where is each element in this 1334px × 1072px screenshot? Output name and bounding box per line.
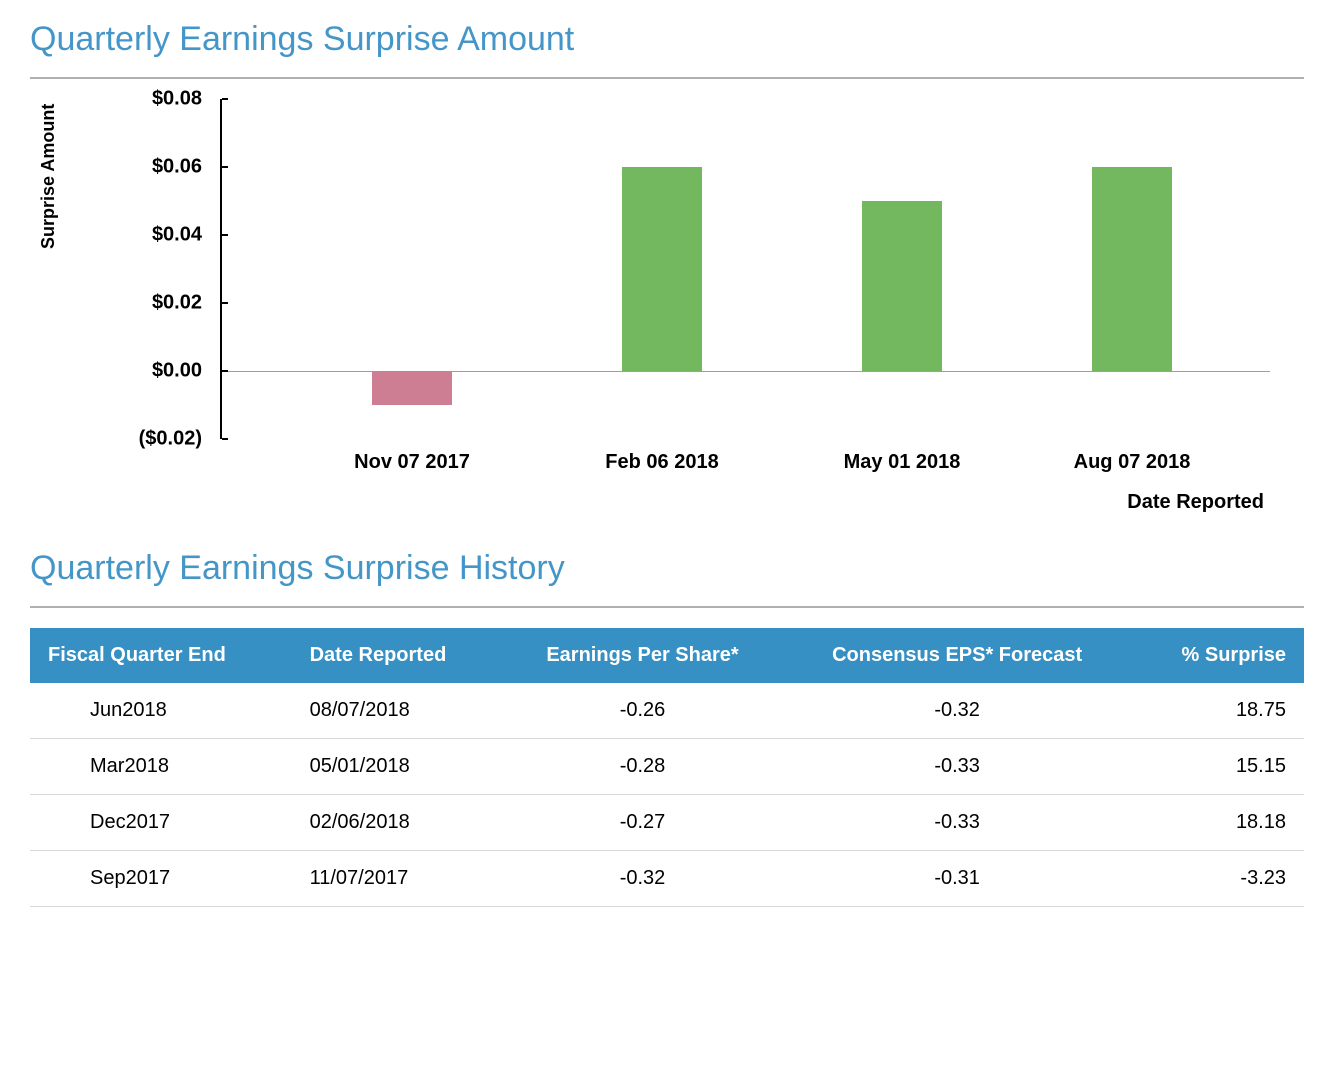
table-cell: 08/07/2018 bbox=[292, 683, 503, 739]
y-tick-label: $0.04 bbox=[112, 224, 202, 247]
table-cell: 18.18 bbox=[1132, 795, 1304, 851]
y-tick-label: $0.08 bbox=[112, 88, 202, 111]
table-header-cell: Earnings Per Share* bbox=[503, 628, 782, 683]
x-tick-label: Nov 07 2017 bbox=[354, 451, 470, 474]
table-cell: -0.32 bbox=[503, 851, 782, 907]
divider bbox=[30, 606, 1304, 608]
table-header-cell: % Surprise bbox=[1132, 628, 1304, 683]
surprise-history-table: Fiscal Quarter EndDate ReportedEarnings … bbox=[30, 628, 1304, 907]
table-cell: -0.27 bbox=[503, 795, 782, 851]
table-cell: -0.33 bbox=[782, 739, 1132, 795]
divider bbox=[30, 77, 1304, 79]
y-tick-label: $0.06 bbox=[112, 156, 202, 179]
table-header-cell: Consensus EPS* Forecast bbox=[782, 628, 1132, 683]
chart-plot-area: $0.08$0.06$0.04$0.02$0.00($0.02)Nov 07 2… bbox=[220, 99, 1270, 439]
table-row: Sep201711/07/2017-0.32-0.31-3.23 bbox=[30, 851, 1304, 907]
table-body: Jun201808/07/2018-0.26-0.3218.75Mar20180… bbox=[30, 683, 1304, 907]
table-row: Jun201808/07/2018-0.26-0.3218.75 bbox=[30, 683, 1304, 739]
bar bbox=[862, 201, 942, 371]
y-tick-mark bbox=[222, 98, 228, 100]
y-axis-title: Surprise Amount bbox=[38, 104, 59, 249]
table-row: Dec201702/06/2018-0.27-0.3318.18 bbox=[30, 795, 1304, 851]
table-cell: Dec2017 bbox=[30, 795, 292, 851]
y-tick-mark bbox=[222, 302, 228, 304]
y-tick-mark bbox=[222, 438, 228, 440]
table-row: Mar201805/01/2018-0.28-0.3315.15 bbox=[30, 739, 1304, 795]
table-cell: -0.31 bbox=[782, 851, 1132, 907]
table-cell: Sep2017 bbox=[30, 851, 292, 907]
table-header-cell: Date Reported bbox=[292, 628, 503, 683]
table-cell: 11/07/2017 bbox=[292, 851, 503, 907]
table-cell: 15.15 bbox=[1132, 739, 1304, 795]
y-tick-mark bbox=[222, 166, 228, 168]
table-cell: -0.33 bbox=[782, 795, 1132, 851]
table-cell: Mar2018 bbox=[30, 739, 292, 795]
bar bbox=[1092, 167, 1172, 371]
surprise-amount-chart: Surprise Amount $0.08$0.06$0.04$0.02$0.0… bbox=[30, 99, 1304, 519]
y-tick-label: $0.02 bbox=[112, 292, 202, 315]
x-tick-label: Feb 06 2018 bbox=[605, 451, 718, 474]
table-cell: 02/06/2018 bbox=[292, 795, 503, 851]
table-cell: Jun2018 bbox=[30, 683, 292, 739]
section-title-history: Quarterly Earnings Surprise History bbox=[30, 549, 1304, 588]
y-tick-label: ($0.02) bbox=[112, 428, 202, 451]
section-title-chart: Quarterly Earnings Surprise Amount bbox=[30, 20, 1304, 59]
x-tick-label: Aug 07 2018 bbox=[1074, 451, 1191, 474]
table-header-row: Fiscal Quarter EndDate ReportedEarnings … bbox=[30, 628, 1304, 683]
bar bbox=[372, 371, 452, 405]
x-tick-label: May 01 2018 bbox=[844, 451, 961, 474]
y-tick-mark bbox=[222, 234, 228, 236]
table-cell: 05/01/2018 bbox=[292, 739, 503, 795]
y-tick-label: $0.00 bbox=[112, 360, 202, 383]
table-header-cell: Fiscal Quarter End bbox=[30, 628, 292, 683]
table-cell: 18.75 bbox=[1132, 683, 1304, 739]
table-cell: -0.32 bbox=[782, 683, 1132, 739]
y-tick-mark bbox=[222, 370, 228, 372]
table-cell: -0.26 bbox=[503, 683, 782, 739]
x-axis-title: Date Reported bbox=[1127, 491, 1264, 514]
table-cell: -3.23 bbox=[1132, 851, 1304, 907]
bar bbox=[622, 167, 702, 371]
table-cell: -0.28 bbox=[503, 739, 782, 795]
